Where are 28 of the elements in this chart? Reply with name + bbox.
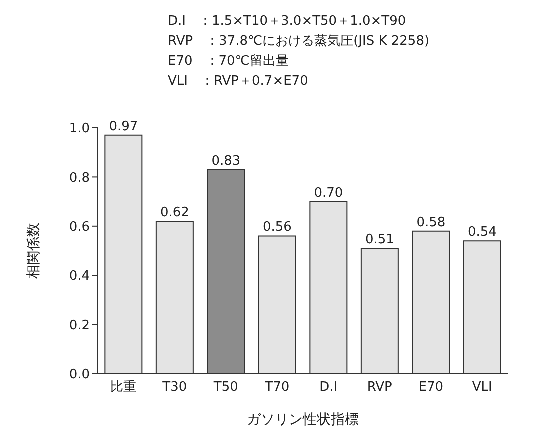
text: E70 ：70℃留出量 [168,53,290,71]
y-tick-label: 0.0 [69,368,90,383]
data-label: 0.58 [416,215,446,230]
text: D.I ：1.5×T10＋3.0×T50＋1.0×T90 [168,13,408,31]
y-axis-title: 相関係数 [26,223,42,279]
y-tick-label: 0.8 [69,170,90,186]
y-tick-label: 1.0 [69,122,90,137]
x-tick-label: T70 [264,380,290,396]
data-label: 0.54 [468,225,497,240]
x-tick-label: E70 [418,380,444,396]
x-tick-label: VLI [472,380,492,396]
x-tick-label: 比重 [110,380,137,396]
x-tick-label: T30 [162,380,188,396]
y-tick-label: 0.4 [69,269,90,284]
x-axis-title: ガソリン性状指標 [247,412,359,428]
x-tick-label: D.I [320,380,338,396]
text: VLI ：RVP＋0.7×E70 [168,73,310,91]
text: RVP ：37.8℃における蒸気圧(JIS K 2258) [168,33,431,51]
data-label: 0.83 [212,154,241,169]
y-tick-label: 0.6 [69,220,90,236]
data-label: 0.56 [262,220,292,236]
data-label: 0.70 [314,186,344,201]
data-label: 0.62 [160,205,190,220]
x-tick-label: T50 [212,380,238,396]
data-label: 0.51 [365,232,394,248]
data-label: 0.97 [109,119,138,134]
x-tick-label: RVP [367,380,393,396]
y-tick-label: 0.2 [69,318,90,334]
